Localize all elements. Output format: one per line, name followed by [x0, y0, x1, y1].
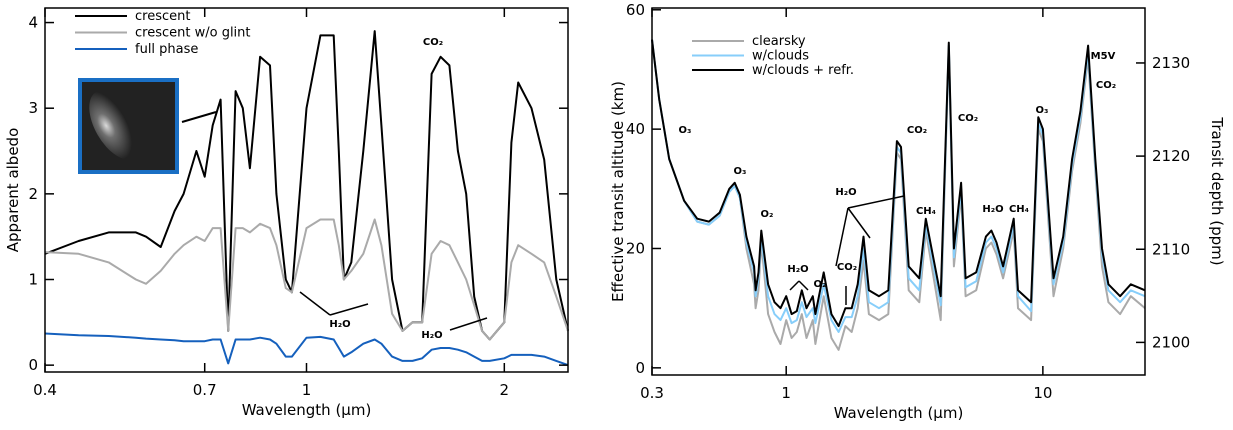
annotation: H₂O: [421, 330, 442, 341]
annotation: O₃: [734, 166, 747, 177]
chart: 0.4 0.7 1 2 0 1 2 3 4 Wavelength (μm) Apparent alb…: [4, 7, 569, 419]
leader-line: [329, 303, 369, 316]
plot-frame: [44, 7, 569, 373]
y-tick-label: 3: [28, 99, 38, 117]
chart: 0.3 1 10 0 20 40 60 2100 2110 2120 2130 Transit dep…: [609, 1, 1226, 422]
y-tick-label: 4: [28, 14, 38, 32]
x-axis-label: Wavelength (μm): [242, 401, 372, 419]
y2-axis-label: Transit depth (ppm): [1208, 116, 1226, 265]
leader-line: [835, 207, 849, 267]
leader-line: [449, 317, 488, 331]
y-tick-label: 40: [626, 120, 645, 138]
y-tick-label: 0: [28, 356, 38, 374]
y-axis-label: Effective transit altitude (km): [609, 81, 627, 302]
y-tick-label: 60: [626, 1, 645, 19]
series-line: [651, 39, 1146, 328]
annotation: H₂O: [787, 264, 808, 275]
x-axis-label: Wavelength (μm): [834, 404, 964, 422]
annotation: H₂O: [329, 319, 350, 330]
annotation: CH₄: [1009, 204, 1029, 215]
leader-line: [847, 195, 905, 209]
x-tick-label: 1: [302, 381, 312, 399]
y2-tick-label: 2130: [1152, 54, 1190, 72]
y2-tick-label: 2110: [1152, 240, 1190, 258]
annotation: CO₂: [958, 113, 978, 124]
y2-tick-label: 2100: [1152, 333, 1190, 351]
annotation: O₃: [679, 125, 692, 136]
x-tick-label: 10: [1033, 384, 1052, 402]
x-tick-label: 0.4: [33, 381, 57, 399]
annotation: O₂: [814, 279, 827, 290]
y-tick-label: 1: [28, 271, 38, 289]
annotation: CO₂: [837, 262, 857, 273]
legend-label: full phase: [135, 42, 198, 57]
annotation: CO₂: [907, 125, 927, 136]
legend-label: crescent w/o glint: [135, 26, 251, 41]
leader-line: [798, 280, 809, 291]
x-tick-label: 1: [781, 384, 791, 402]
series-line: [44, 30, 569, 341]
annotation: CO₂: [1096, 80, 1116, 91]
annotation: CH₄: [916, 206, 936, 217]
x-tick-label: 0.7: [193, 381, 217, 399]
legend-label: clearsky: [752, 34, 806, 49]
y-tick-label: 20: [626, 239, 645, 257]
leader-line: [847, 207, 871, 239]
legend-label: w/clouds: [752, 49, 809, 64]
y-tick-label: 2: [28, 185, 38, 203]
annotation: H₂O: [982, 204, 1003, 215]
series-line: [44, 332, 569, 367]
inset-image: [78, 78, 217, 174]
annotation: O₂: [761, 209, 774, 220]
series-line: [44, 218, 569, 341]
annotation: M5V: [1091, 51, 1116, 62]
y2-tick-label: 2120: [1152, 147, 1190, 165]
x-tick-label: 0.3: [640, 384, 664, 402]
annotation: CO₂: [423, 37, 443, 48]
annotation: O₃: [1036, 105, 1049, 116]
annotation: H₂O: [835, 187, 856, 198]
y-axis-label: Apparent albedo: [4, 128, 22, 253]
leader-line: [789, 280, 800, 291]
legend-label: crescent: [135, 9, 190, 24]
legend-label: w/clouds + refr.: [752, 63, 854, 78]
x-tick-label: 2: [500, 381, 510, 399]
plot-frame: [651, 7, 1146, 376]
y-tick-label: 0: [635, 359, 645, 377]
leader-line: [299, 291, 331, 316]
